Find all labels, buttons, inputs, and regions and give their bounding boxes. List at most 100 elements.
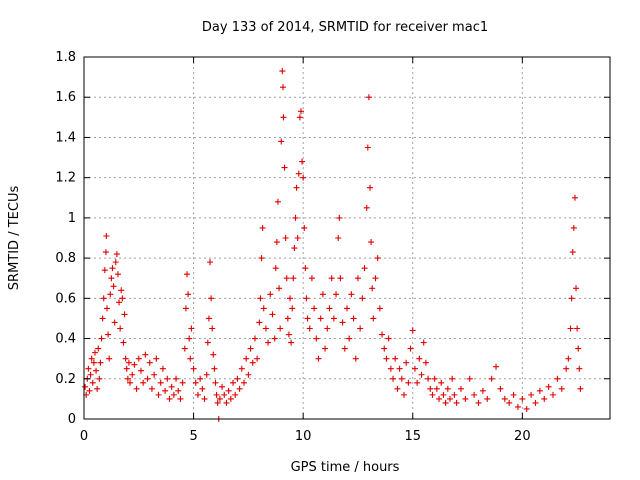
data-point (274, 198, 281, 205)
data-point (203, 371, 210, 378)
data-point (571, 194, 578, 201)
data-point (118, 287, 125, 294)
data-point (119, 295, 126, 302)
data-point (493, 363, 500, 370)
data-point (558, 385, 565, 392)
data-point (216, 395, 223, 402)
data-point (175, 387, 182, 394)
data-point (403, 359, 410, 366)
data-point (287, 295, 294, 302)
data-point (240, 379, 247, 386)
data-point (209, 325, 216, 332)
data-point (281, 164, 288, 171)
data-point (385, 335, 392, 342)
data-point (99, 315, 106, 322)
data-point (416, 355, 423, 362)
data-point (192, 379, 199, 386)
data-point (420, 339, 427, 346)
data-point (280, 84, 287, 91)
data-point (259, 224, 266, 231)
data-point (201, 395, 208, 402)
data-point (350, 315, 357, 322)
data-point (271, 335, 278, 342)
data-point (372, 275, 379, 282)
data-point (101, 267, 108, 274)
data-point (299, 158, 306, 165)
data-point (227, 395, 234, 402)
data-point (162, 387, 169, 394)
y-tick-label: 1.4 (55, 130, 76, 145)
data-point (98, 335, 105, 342)
data-point (258, 255, 265, 262)
data-point (284, 315, 291, 322)
data-point (317, 315, 324, 322)
x-tick-label: 20 (514, 429, 531, 444)
data-point (304, 315, 311, 322)
data-point (290, 275, 297, 282)
data-point (333, 291, 340, 298)
chart-title: Day 133 of 2014, SRMTID for receiver mac… (202, 20, 488, 35)
data-point (105, 331, 112, 338)
data-point (207, 259, 214, 266)
data-point (131, 361, 138, 368)
data-point (289, 305, 296, 312)
data-point (104, 305, 111, 312)
data-point (140, 379, 147, 386)
data-point (438, 379, 445, 386)
data-point (91, 349, 98, 356)
data-point (374, 255, 381, 262)
data-point (93, 367, 100, 374)
data-point (575, 345, 582, 352)
data-point (102, 249, 109, 256)
x-axis-title: GPS time / hours (291, 460, 400, 475)
data-point (368, 239, 375, 246)
y-tick-label: 0.4 (55, 332, 76, 347)
data-point (256, 319, 263, 326)
data-point (306, 325, 313, 332)
data-point (137, 367, 144, 374)
data-point (315, 355, 322, 362)
data-point (330, 315, 337, 322)
data-point (576, 365, 583, 372)
grid (84, 57, 610, 419)
data-point (324, 325, 331, 332)
data-point (348, 291, 355, 298)
data-point (94, 385, 101, 392)
data-point (475, 399, 482, 406)
data-point (254, 355, 261, 362)
data-point (159, 365, 166, 372)
data-point (429, 391, 436, 398)
data-point (369, 285, 376, 292)
data-point (110, 283, 117, 290)
data-point (303, 295, 310, 302)
data-point (129, 371, 136, 378)
data-point (506, 399, 513, 406)
data-point (449, 375, 456, 382)
data-point (294, 235, 301, 241)
data-point (267, 291, 274, 298)
data-point (425, 375, 432, 382)
data-point (291, 245, 298, 252)
data-point (528, 391, 535, 398)
data-point (111, 319, 118, 326)
data-point (166, 395, 173, 402)
y-tick-label: 0.2 (55, 372, 76, 387)
x-tick-label: 0 (80, 429, 88, 444)
data-point (86, 387, 93, 394)
data-point (292, 214, 299, 221)
data-point (297, 108, 304, 115)
data-point (519, 395, 526, 402)
data-point (276, 285, 283, 292)
data-point (577, 385, 584, 392)
data-point (208, 295, 215, 302)
data-point (262, 325, 269, 332)
data-point (545, 383, 552, 390)
data-point (308, 275, 315, 282)
data-point (532, 399, 539, 406)
data-point (409, 327, 416, 334)
data-point (107, 291, 114, 298)
data-point (100, 295, 107, 302)
data-point (120, 339, 127, 346)
data-point (295, 170, 302, 177)
data-point (427, 385, 434, 392)
